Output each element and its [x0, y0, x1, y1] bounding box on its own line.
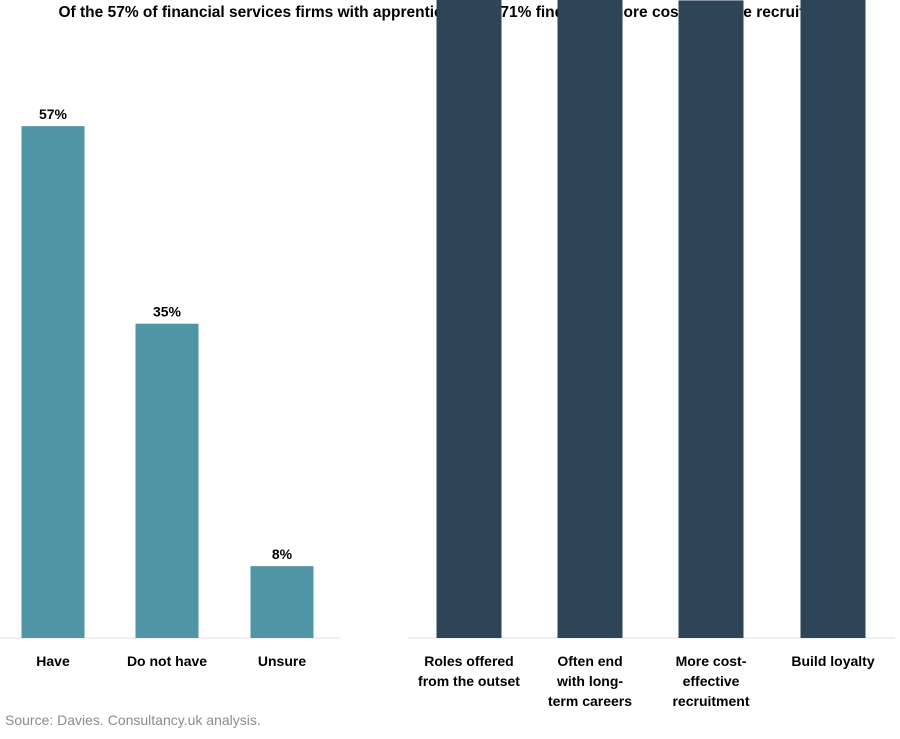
- right-category-label-2: Often end with long-term careers: [548, 653, 632, 709]
- left-bar-2: [135, 323, 199, 638]
- right-bar-3: [678, 0, 744, 639]
- right-category-label-3-line-2: effective: [683, 673, 740, 689]
- right-category-label-2-line-2: with long-: [556, 673, 623, 689]
- right-category-label-2-line-1: Often end: [557, 653, 622, 669]
- right-category-label-1-line-1: Roles offered: [424, 653, 513, 669]
- right-bar-2: [557, 0, 623, 639]
- right-category-label-3-line-3: recruitment: [672, 693, 749, 709]
- left-value-label-1: 57%: [39, 106, 68, 122]
- source-note: Source: Davies. Consultancy.uk analysis.: [5, 712, 261, 728]
- right-bar-4: [800, 0, 866, 638]
- left-category-label-2-line-1: Do not have: [127, 653, 207, 669]
- right-bar-1: [436, 0, 502, 638]
- right-category-label-3-line-1: More cost-: [676, 653, 747, 669]
- left-bar-3: [250, 566, 314, 638]
- left-chart: 57% Have 35% Do not have 8% Unsure: [21, 106, 314, 669]
- left-category-label-3: Unsure: [258, 653, 306, 669]
- right-category-label-4: Build loyalty: [791, 653, 874, 669]
- left-bar-1: [21, 126, 85, 638]
- right-category-label-2-line-3: term careers: [548, 693, 632, 709]
- left-category-label-1-line-1: Have: [36, 653, 70, 669]
- left-category-label-1: Have: [36, 653, 70, 669]
- right-category-label-1-line-2: from the outset: [418, 673, 520, 689]
- left-value-label-3: 8%: [272, 546, 293, 562]
- right-category-label-3: More cost-effective recruitment: [672, 653, 749, 709]
- left-category-label-3-line-1: Unsure: [258, 653, 306, 669]
- right-category-label-4-line-1: Build loyalty: [791, 653, 874, 669]
- right-category-label-1: Roles offered from the outset: [418, 653, 520, 689]
- left-category-label-2: Do not have: [127, 653, 207, 669]
- left-value-label-2: 35%: [153, 304, 182, 320]
